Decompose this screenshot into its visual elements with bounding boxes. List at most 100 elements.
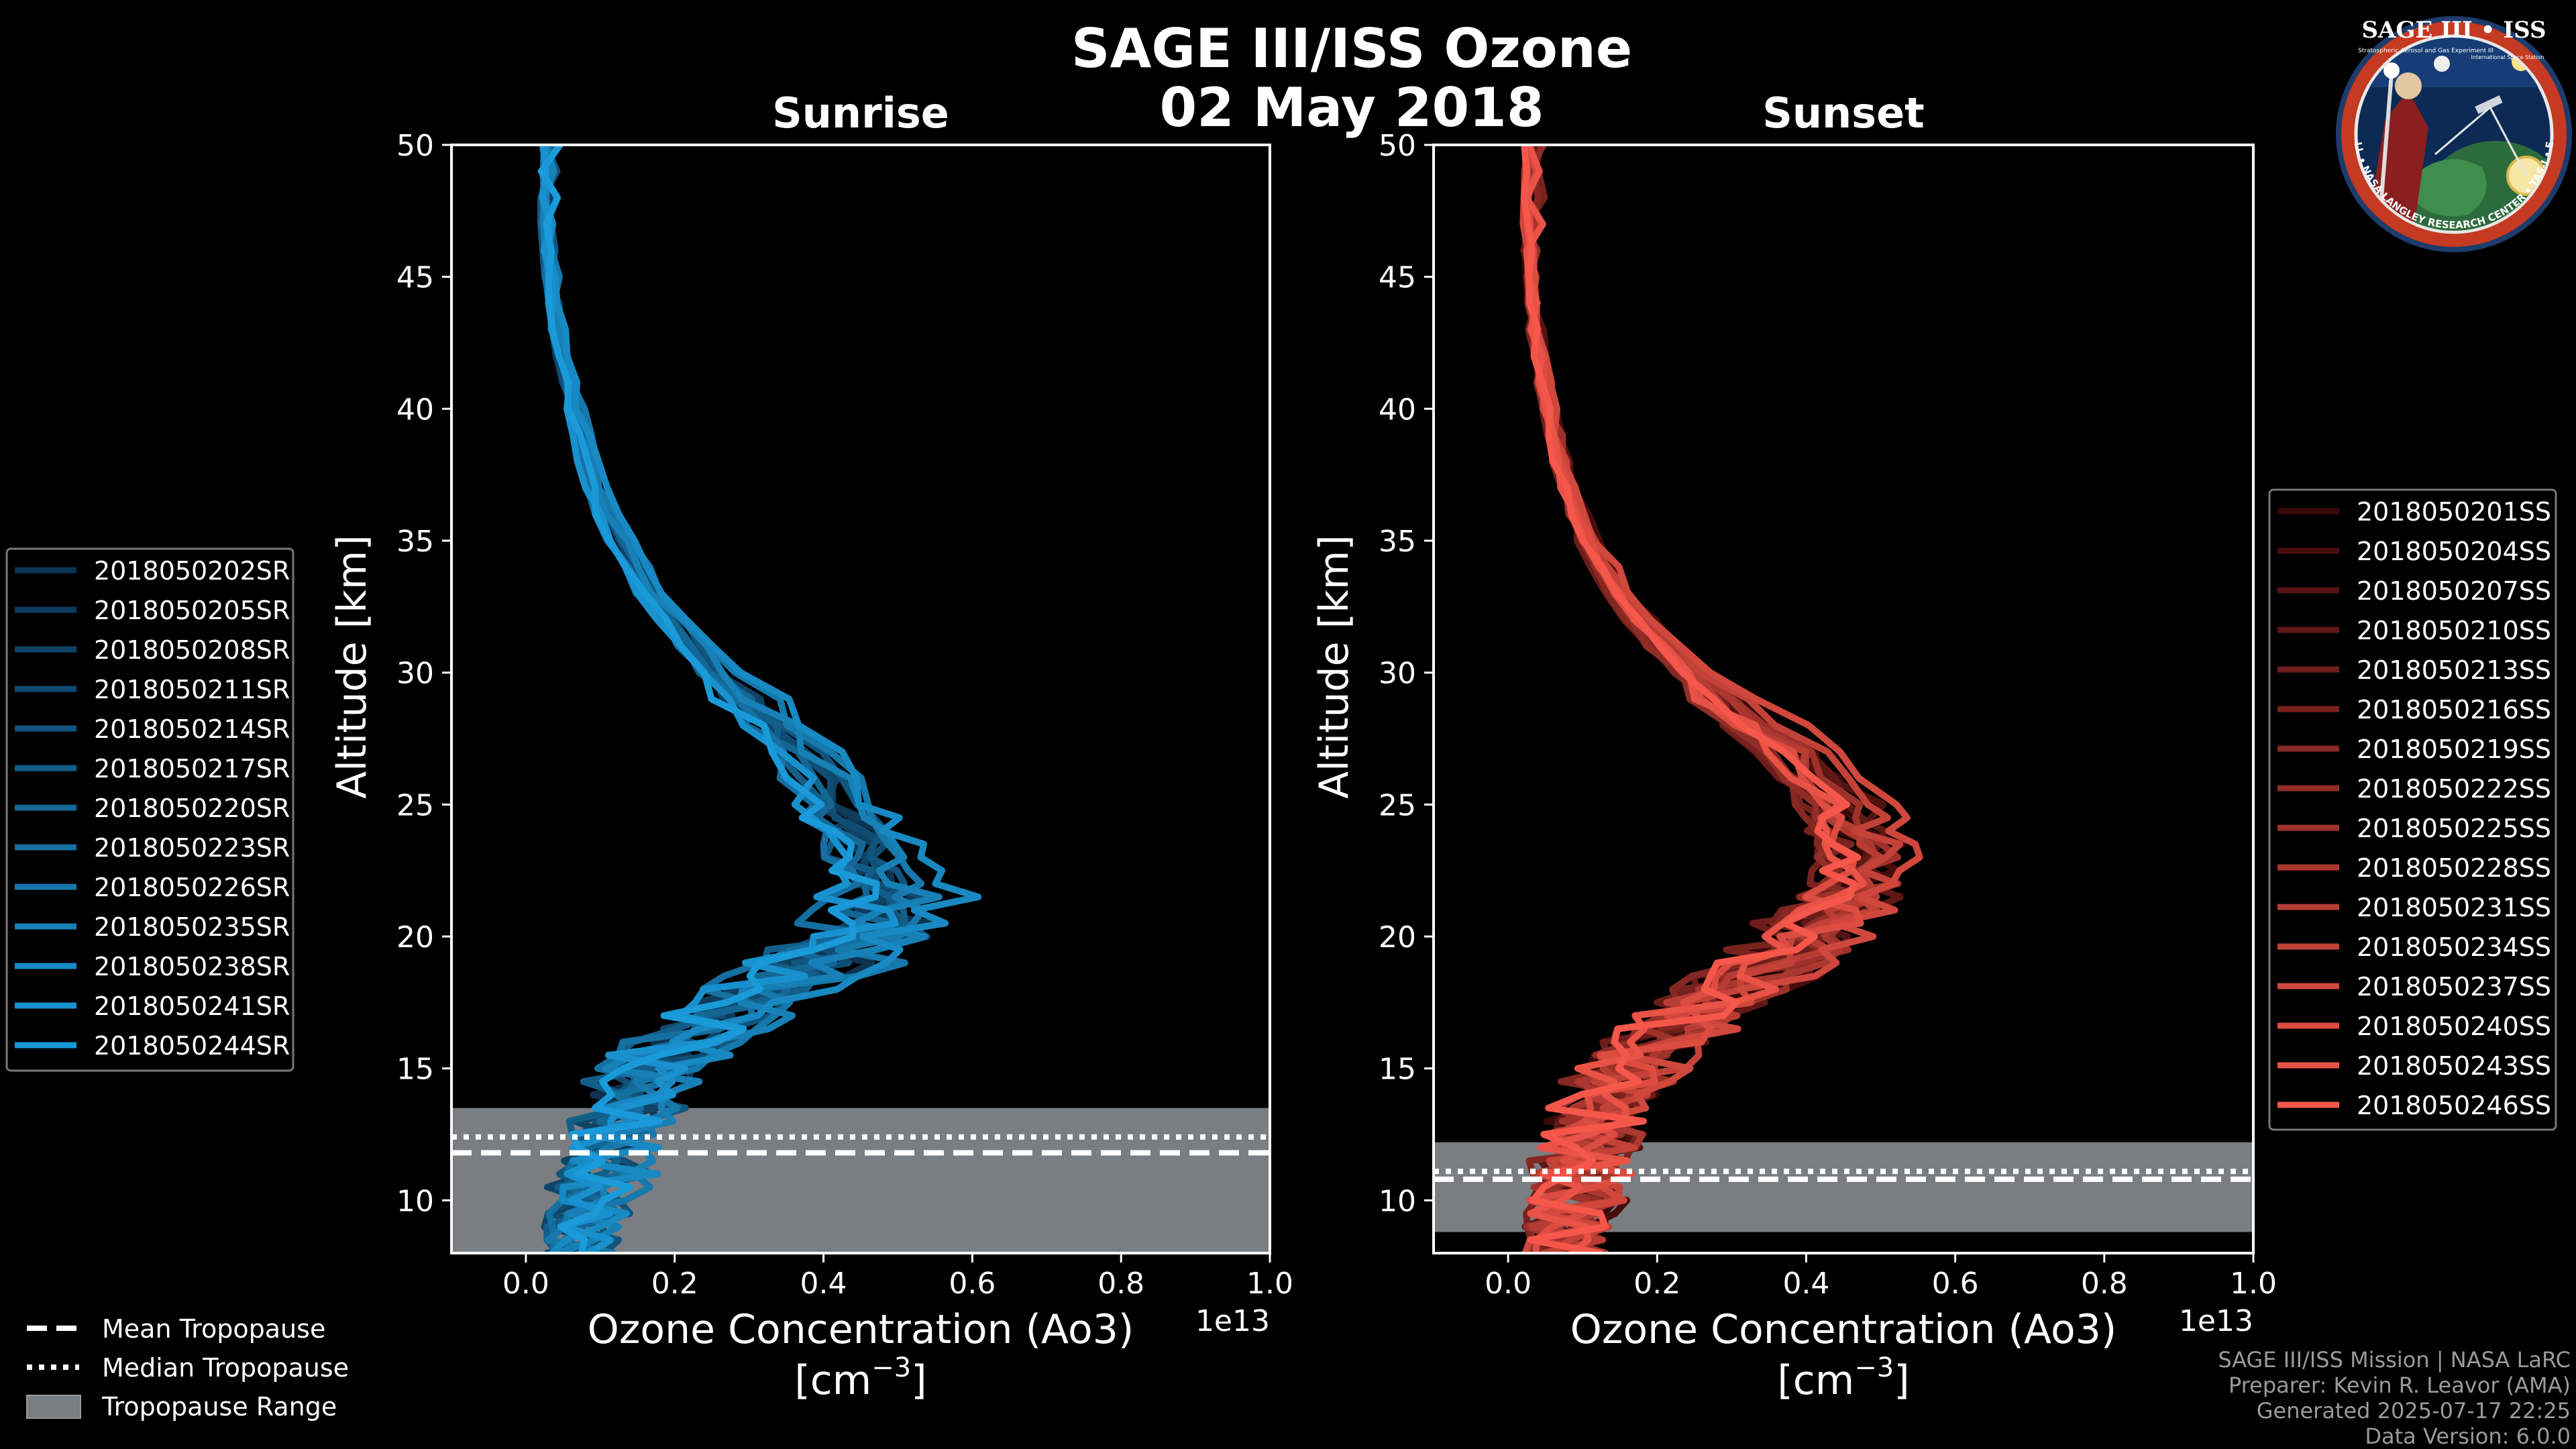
sunset-xtick-label-0.8: 0.8	[2081, 1267, 2128, 1301]
credits: SAGE III/ISS Mission | NASA LaRC Prepare…	[2218, 1347, 2571, 1449]
sunrise-xlabel: Ozone Concentration (Ao3)	[588, 1306, 1134, 1353]
sunset-ylabel: Altitude [km]	[1311, 535, 1358, 799]
sunrise-legend-label-2018050211SR: 2018050211SR	[94, 675, 290, 704]
sunrise-ytick-label-15: 15	[396, 1053, 434, 1087]
sunset-ytick-label-20: 20	[1379, 920, 1416, 955]
sunset-legend-label-2018050207SS: 2018050207SS	[2357, 576, 2551, 606]
sunrise-profile-2018050244SR	[537, 145, 880, 1253]
sunset-ytick-label-15: 15	[1379, 1053, 1416, 1087]
logo-side-text: International Space Station	[2471, 54, 2544, 60]
sunrise-legend-label-2018050217SR: 2018050217SR	[94, 754, 290, 784]
sunrise-legend-label-2018050226SR: 2018050226SR	[94, 873, 290, 902]
mean-tropopause-legend-label: Mean Tropopause	[102, 1314, 325, 1344]
sunrise-panel-title: Sunrise	[772, 89, 949, 138]
sunrise-ytick-label-45: 45	[396, 261, 434, 295]
sunset-legend-label-2018050237SS: 2018050237SS	[2357, 972, 2551, 1002]
sunset-ytick-label-30: 30	[1379, 657, 1416, 691]
sunrise-ytick-label-25: 25	[396, 788, 434, 822]
sunset-profile-2018050246SS	[1521, 145, 1862, 1253]
credit-preparer: Preparer: Kevin R. Leavor (AMA)	[2229, 1373, 2571, 1398]
sunrise-profiles	[537, 145, 982, 1253]
sunrise-legend-label-2018050202SR: 2018050202SR	[94, 556, 290, 586]
sunrise-legend-label-2018050220SR: 2018050220SR	[94, 794, 290, 823]
logo-iss-icon	[2475, 95, 2503, 114]
sunset-ytick-label-50: 50	[1379, 129, 1416, 163]
sunset-xlabel: Ozone Concentration (Ao3)	[1570, 1306, 2117, 1353]
sunrise-ytick-label-40: 40	[396, 392, 434, 427]
sunset-legend-label-2018050216SS: 2018050216SS	[2357, 695, 2551, 724]
sunset-legend-label-2018050246SS: 2018050246SS	[2357, 1091, 2551, 1120]
sunset-xtick-label-0.0: 0.0	[1485, 1267, 1532, 1301]
sunrise-xtick-label-0.4: 0.4	[800, 1267, 847, 1301]
sunset-legend: 2018050201SS 2018050204SS 2018050207SS 2018…	[2268, 488, 2557, 1131]
credit-generated: Generated 2025-07-17 22:25	[2257, 1398, 2571, 1424]
sunset-legend-label-2018050213SS: 2018050213SS	[2357, 655, 2551, 685]
median-tropopause-legend-label: Median Tropopause	[102, 1353, 349, 1383]
logo-beam2-icon	[2434, 106, 2491, 156]
logo-figure-head-icon	[2395, 72, 2422, 99]
sunrise-legend-label-2018050214SR: 2018050214SR	[94, 714, 290, 744]
sunset-legend-label-2018050204SS: 2018050204SS	[2357, 537, 2551, 566]
sunset-panel-title: Sunset	[1762, 89, 1925, 138]
sunrise-xtick-label-0.2: 0.2	[651, 1267, 698, 1301]
sunset-legend-label-2018050225SS: 2018050225SS	[2357, 814, 2551, 843]
sunrise-xtick-label-0.0: 0.0	[502, 1267, 549, 1301]
sunset-ytick-label-40: 40	[1379, 392, 1416, 427]
sunset-panel: 10 15 20 25 30 35 40 45 50 0.0 0.2 0.4 0.6 0.8 1.01e13…	[1311, 89, 2277, 1404]
logo-staff-orb-icon	[2383, 62, 2400, 78]
sunrise-ytick-label-20: 20	[396, 920, 434, 955]
sunrise-legend-label-2018050244SR: 2018050244SR	[94, 1031, 290, 1061]
sunset-legend-label-2018050234SS: 2018050234SS	[2357, 932, 2551, 962]
sunset-plot-frame	[1432, 144, 2255, 1254]
logo-continent	[2415, 159, 2487, 217]
sunrise-legend-label-2018050241SR: 2018050241SR	[94, 991, 290, 1021]
sunrise-xtick-label-1.0: 1.0	[1246, 1267, 1293, 1301]
sunrise-legend: 2018050202SR 2018050205SR 2018050208SR 2018…	[5, 547, 294, 1072]
sunrise-ytick-label-35: 35	[396, 525, 434, 559]
logo-subtitle: Stratospheric Aerosol and Gas Experiment…	[2358, 48, 2493, 54]
sunset-legend-label-2018050222SS: 2018050222SS	[2357, 774, 2551, 804]
sunset-ytick-label-10: 10	[1379, 1184, 1416, 1218]
logo-moon-icon	[2434, 56, 2450, 72]
sunrise-ytick-label-30: 30	[396, 657, 434, 691]
logo-staff-icon	[2378, 73, 2394, 215]
sunset-ytick-label-25: 25	[1379, 788, 1416, 822]
sunset-legend-label-2018050243SS: 2018050243SS	[2357, 1051, 2551, 1081]
tropopause-range-legend-label: Tropopause Range	[101, 1392, 337, 1421]
figure-title-line2: 02 May 2018	[1160, 76, 1544, 139]
sunset-xtick-label-1.0: 1.0	[2230, 1267, 2277, 1301]
sunrise-legend-label-2018050223SR: 2018050223SR	[94, 833, 290, 863]
sunrise-xlabel-unit: [cm−3]	[794, 1352, 926, 1404]
sunset-profile-2018050237SS	[1519, 145, 1923, 1253]
sunrise-legend-label-2018050208SR: 2018050208SR	[94, 635, 290, 665]
credit-mission: SAGE III/ISS Mission | NASA LaRC	[2218, 1347, 2571, 1373]
sunset-xtick-label-0.4: 0.4	[1782, 1267, 1829, 1301]
sunrise-panel: 10 15 20 25 30 35 40 45 50 0.0 0.2 0.4 0.6 0.8 1.01e13…	[329, 89, 1293, 1404]
credit-data-version: Data Version: 6.0.0	[2365, 1424, 2571, 1449]
sunset-legend-label-2018050240SS: 2018050240SS	[2357, 1012, 2551, 1041]
tropopause-legend: Mean Tropopause Median Tropopause Tropop…	[26, 1314, 349, 1421]
sunset-legend-label-2018050219SS: 2018050219SS	[2357, 735, 2551, 764]
sunset-offset-text: 1e13	[2179, 1304, 2253, 1338]
sunrise-legend-label-2018050235SR: 2018050235SR	[94, 912, 290, 942]
sunrise-legend-frame	[5, 547, 294, 1072]
sunset-ytick-label-45: 45	[1379, 261, 1416, 295]
sunset-legend-label-2018050201SS: 2018050201SS	[2357, 497, 2551, 527]
sunrise-xtick-label-0.8: 0.8	[1097, 1267, 1144, 1301]
sunrise-plot-frame	[450, 144, 1271, 1254]
sunrise-offset-text: 1e13	[1195, 1304, 1270, 1338]
sunset-profiles	[1519, 145, 1923, 1253]
logo-beam-icon	[2489, 107, 2528, 176]
sunset-legend-frame	[2268, 488, 2557, 1131]
sunset-xlabel-unit: [cm−3]	[1777, 1352, 1909, 1404]
sunrise-ytick-label-50: 50	[396, 129, 434, 163]
logo-title: SAGE III • ISS	[2361, 17, 2546, 44]
sunrise-ytick-label-10: 10	[396, 1184, 434, 1218]
sunset-xtick-label-0.6: 0.6	[1932, 1267, 1979, 1301]
tropopause-range-legend-swatch	[26, 1395, 81, 1419]
figure-title-line1: SAGE III/ISS Ozone	[1071, 17, 1632, 80]
sunset-ytick-label-35: 35	[1379, 525, 1416, 559]
sunset-legend-label-2018050210SS: 2018050210SS	[2357, 616, 2551, 645]
sunrise-ylabel: Altitude [km]	[329, 535, 376, 799]
